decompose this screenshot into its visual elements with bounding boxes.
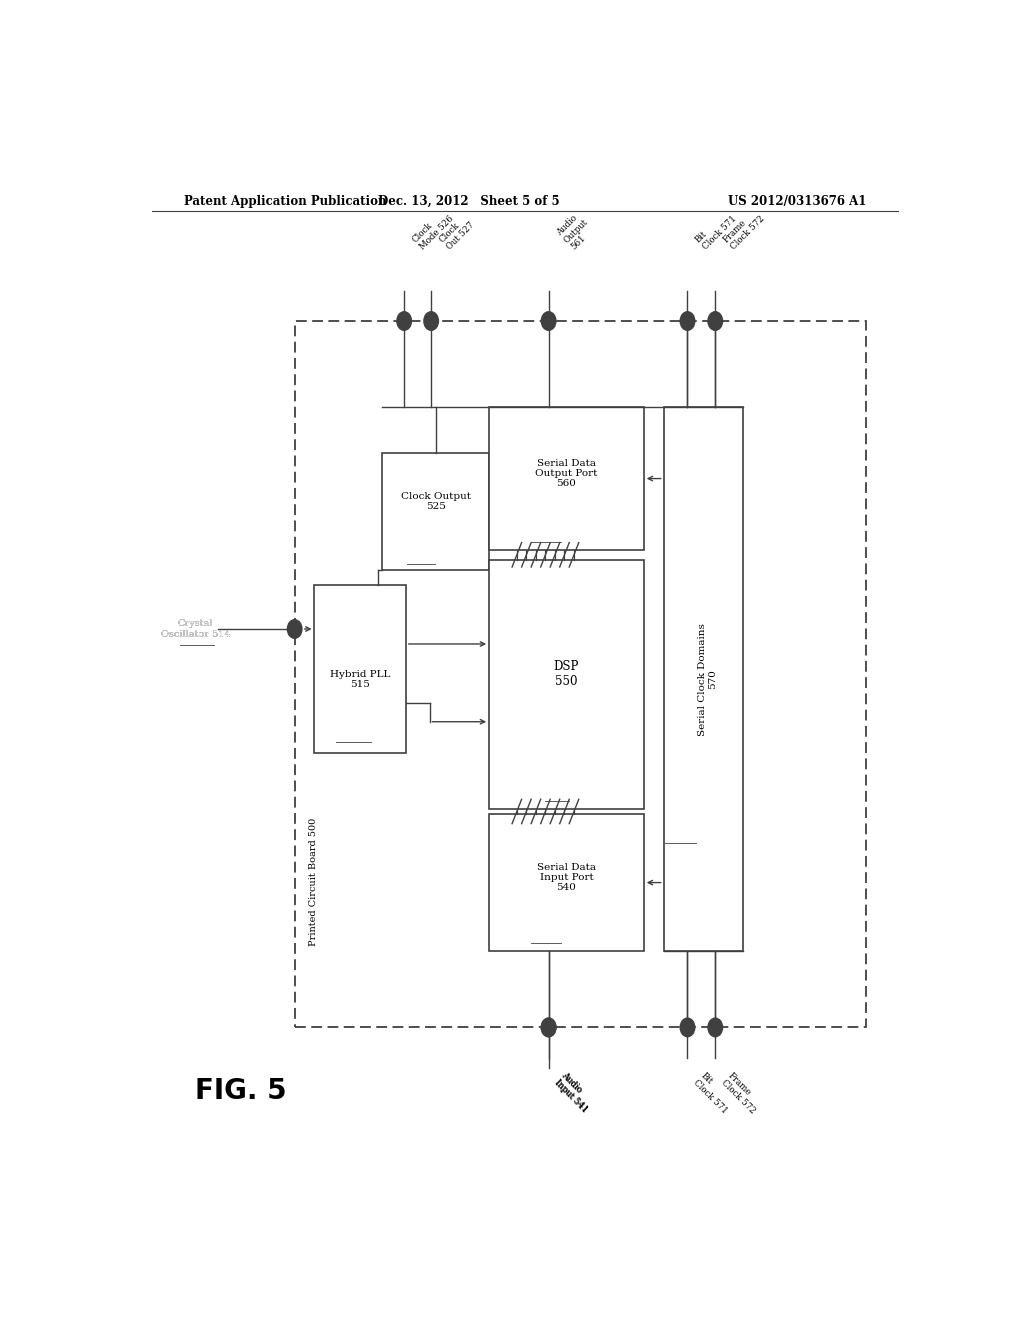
Text: Printed Circuit Board 500: Printed Circuit Board 500 [309,818,317,946]
Circle shape [680,1018,694,1036]
Bar [489,408,644,549]
Bar [295,321,866,1027]
Text: Frame
Clock 572: Frame Clock 572 [719,1071,764,1115]
Bar [314,585,406,752]
Circle shape [709,312,722,330]
Text: Audio
Input 541: Audio Input 541 [553,1071,596,1115]
Bar [489,814,644,952]
Text: Clock Output
525: Clock Output 525 [400,492,470,511]
Bar [382,453,489,570]
Circle shape [424,312,438,330]
Text: Clock
Mode 526: Clock Mode 526 [411,207,456,252]
Bar [489,560,644,809]
Circle shape [709,1018,722,1036]
Text: Serial Data
Output Port
560: Serial Data Output Port 560 [536,458,598,488]
Text: Frame
Clock 572: Frame Clock 572 [722,207,766,252]
Text: DSP
550: DSP 550 [554,660,580,688]
Circle shape [542,1018,556,1036]
Circle shape [288,620,302,638]
Text: Audio
Input 541: Audio Input 541 [553,1071,596,1114]
Bar [664,408,743,952]
Text: Bit
Clock 571: Bit Clock 571 [691,1071,736,1115]
Text: Crystal
Oscillator ̲514: Crystal Oscillator ̲514 [161,619,230,639]
Text: US 2012/0313676 A1: US 2012/0313676 A1 [728,194,866,207]
Text: Crystal
Oscillator 514: Crystal Oscillator 514 [161,619,230,639]
Text: Clock
Out 527: Clock Out 527 [437,214,476,252]
Text: Hybrid PLL
515: Hybrid PLL 515 [330,669,390,689]
Text: Patent Application Publication: Patent Application Publication [183,194,386,207]
Text: FIG. 5: FIG. 5 [196,1077,287,1105]
Text: Audio
Output
561: Audio Output 561 [555,210,597,252]
Text: Dec. 13, 2012 Sheet 5 of 5: Dec. 13, 2012 Sheet 5 of 5 [379,194,560,207]
Text: Bit
Clock 571: Bit Clock 571 [694,207,738,252]
Circle shape [542,312,556,330]
Text: Serial Clock Domains
570: Serial Clock Domains 570 [697,623,717,735]
Circle shape [397,312,412,330]
Text: Serial Data
Input Port
540: Serial Data Input Port 540 [537,862,596,892]
Circle shape [542,1018,556,1036]
Circle shape [680,312,694,330]
